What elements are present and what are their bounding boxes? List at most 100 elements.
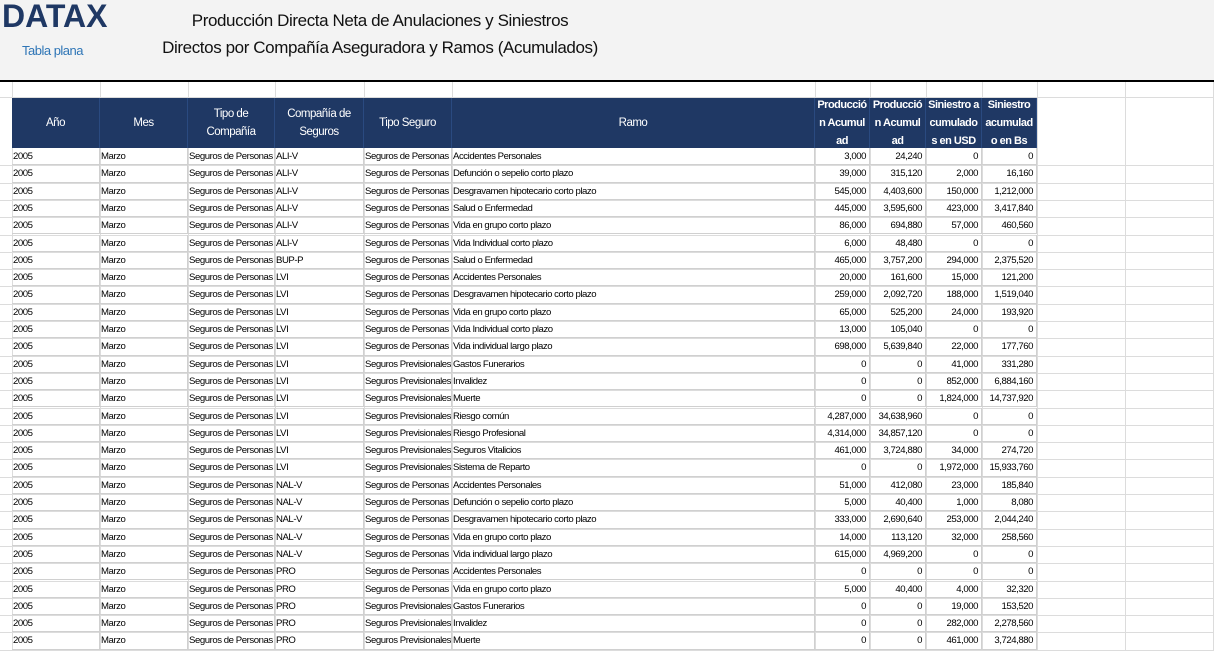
grid-line	[0, 97, 1214, 98]
grid-line	[870, 82, 871, 651]
table-cell: Seguros Previsionales	[364, 424, 452, 443]
column-header: Ramo	[452, 98, 815, 148]
grid-line	[982, 82, 983, 651]
table-cell: Seguros de Personas	[188, 217, 275, 235]
table-cell: Muerte	[452, 632, 815, 650]
table-cell: Seguros de Personas	[364, 494, 452, 512]
table-cell: Seguros de Personas	[188, 251, 275, 270]
table-cell: Vida Individual corto plazo	[452, 321, 815, 339]
table-cell: Vida en grupo corto plazo	[452, 303, 815, 321]
table-cell: 2005	[12, 407, 100, 425]
grid-line	[0, 165, 1214, 167]
table-cell: Seguros de Personas	[188, 338, 275, 356]
table-cell: 2,044,240	[982, 511, 1037, 529]
column-header: Tipo de Compañía	[188, 98, 275, 148]
table-cell: 0	[815, 632, 870, 650]
grid-line	[0, 321, 1214, 322]
table-cell: 294,000	[926, 251, 982, 270]
table-cell: 2005	[12, 269, 100, 287]
table-cell: Salud o Enfermedad	[452, 199, 815, 218]
table-cell: 615,000	[815, 545, 870, 564]
table-cell: Accidentes Personales	[452, 269, 815, 287]
grid-line	[0, 597, 1214, 599]
table-cell: 153,520	[982, 597, 1037, 616]
table-cell: 0	[926, 424, 982, 443]
table-cell: 461,000	[926, 632, 982, 650]
table-cell: 274,720	[982, 442, 1037, 460]
table-cell: 0	[815, 615, 870, 633]
table-cell: Marzo	[100, 269, 188, 287]
table-cell: Seguros de Personas	[364, 303, 452, 321]
table-cell: 0	[815, 390, 870, 408]
table-cell: Seguros de Personas	[188, 632, 275, 650]
grid-line	[0, 476, 1214, 478]
table-cell: 0	[815, 563, 870, 581]
table-cell: 13,000	[815, 321, 870, 339]
table-cell: 6,884,160	[982, 372, 1037, 391]
grid-line	[452, 82, 453, 651]
table-cell: Marzo	[100, 545, 188, 564]
table-cell: 14,737,920	[982, 390, 1037, 408]
report-header: DATAX Tabla plana Producción Directa Net…	[0, 0, 1214, 82]
table-cell: 4,969,200	[870, 545, 926, 564]
table-cell: 0	[870, 632, 926, 650]
table-cell: 24,000	[926, 303, 982, 321]
table-cell: 3,595,600	[870, 199, 926, 218]
table-cell: 86,000	[815, 217, 870, 235]
grid-line	[0, 580, 1214, 582]
table-cell: 20,000	[815, 269, 870, 287]
table-cell: Sistema de Reparto	[452, 459, 815, 477]
table-cell: Marzo	[100, 251, 188, 270]
table-cell: ALI-V	[275, 182, 364, 200]
table-cell: Seguros de Personas	[188, 165, 275, 183]
table-cell: 0	[870, 372, 926, 391]
table-cell: Seguros de Personas	[364, 338, 452, 356]
table-cell: 2005	[12, 372, 100, 391]
table-cell: 0	[982, 563, 1037, 581]
column-header: Siniestro acumulados en USD	[926, 98, 982, 148]
table-cell: Seguros Previsionales	[364, 390, 452, 408]
table-cell: 0	[982, 148, 1037, 166]
grid-line	[0, 407, 1214, 409]
table-cell: Seguros de Personas	[364, 269, 452, 287]
grid-line	[0, 338, 1214, 340]
table-cell: PRO	[275, 597, 364, 616]
table-cell: 2005	[12, 148, 100, 166]
table-cell: 2005	[12, 251, 100, 270]
table-cell: 2005	[12, 632, 100, 650]
table-cell: 698,000	[815, 338, 870, 356]
table-cell: 2005	[12, 563, 100, 581]
table-cell: 694,880	[870, 217, 926, 235]
table-cell: Marzo	[100, 476, 188, 494]
table-cell: Seguros de Personas	[188, 580, 275, 598]
table-cell: 0	[982, 321, 1037, 339]
table-cell: Seguros de Personas	[188, 424, 275, 443]
table-cell: LVI	[275, 459, 364, 477]
grid-line	[0, 424, 1214, 426]
table-cell: ALI-V	[275, 217, 364, 235]
table-cell: Marzo	[100, 563, 188, 581]
table-cell: Seguros de Personas	[188, 148, 275, 166]
table-cell: 113,120	[870, 528, 926, 546]
table-cell: Seguros Previsionales	[364, 355, 452, 373]
table-cell: Marzo	[100, 459, 188, 477]
table-cell: 23,000	[926, 476, 982, 494]
table-cell: 412,080	[870, 476, 926, 494]
table-cell: 0	[926, 407, 982, 425]
table-cell: 150,000	[926, 182, 982, 200]
table-cell: Seguros de Personas	[188, 511, 275, 529]
grid-line	[100, 82, 101, 651]
table-cell: 14,000	[815, 528, 870, 546]
table-cell: LVI	[275, 303, 364, 321]
table-cell: 185,840	[982, 476, 1037, 494]
subtitle: Tabla plana	[22, 43, 84, 58]
table-cell: 333,000	[815, 511, 870, 529]
table-cell: 2,278,560	[982, 615, 1037, 633]
grid-line	[1125, 82, 1126, 651]
table-cell: Vida en grupo corto plazo	[452, 528, 815, 546]
table-cell: Accidentes Personales	[452, 476, 815, 494]
grid-line	[0, 199, 1214, 201]
table-cell: Seguros de Personas	[364, 580, 452, 598]
table-cell: Marzo	[100, 494, 188, 512]
